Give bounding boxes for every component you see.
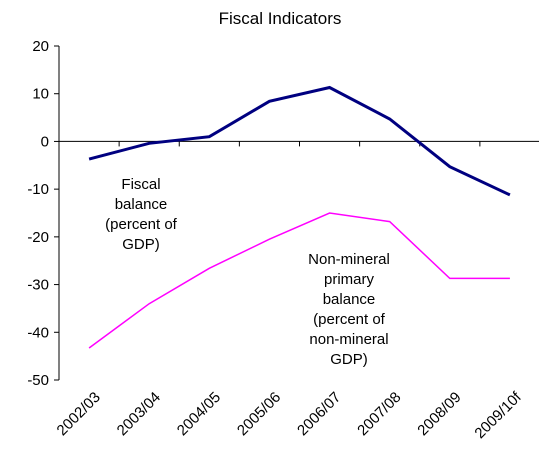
- y-tick-label: -50: [27, 372, 49, 389]
- series-line-fiscal-balance: [88, 85, 511, 197]
- y-tick-label: -40: [27, 324, 49, 341]
- x-tick-label: 2002/03: [54, 389, 104, 439]
- y-tick-label: -30: [27, 277, 49, 294]
- x-tick-label: 2006/07: [294, 389, 344, 439]
- chart-title: Fiscal Indicators: [219, 9, 342, 28]
- x-tick-label: 2008/09: [414, 389, 464, 439]
- x-tick-label: 2009/10f: [471, 388, 525, 442]
- x-tick-label: 2005/06: [234, 389, 284, 439]
- y-tick-label: 0: [41, 133, 49, 150]
- series-line-non-mineral-primary-balance: [88, 212, 510, 349]
- y-tick-label: -20: [27, 229, 49, 246]
- annotation-fiscal-balance: Fiscal balance (percent of GDP): [105, 176, 178, 253]
- y-tick-label: -10: [27, 181, 49, 198]
- annotation-non-mineral-primary-balance: Non-mineral primary balance (percent of non-…: [308, 251, 390, 368]
- y-tick-label: 20: [32, 38, 49, 55]
- x-tick-label: 2007/08: [354, 389, 404, 439]
- x-tick-label: 2004/05: [174, 389, 224, 439]
- x-tick-label: 2003/04: [114, 389, 164, 439]
- y-tick-label: 10: [32, 86, 49, 103]
